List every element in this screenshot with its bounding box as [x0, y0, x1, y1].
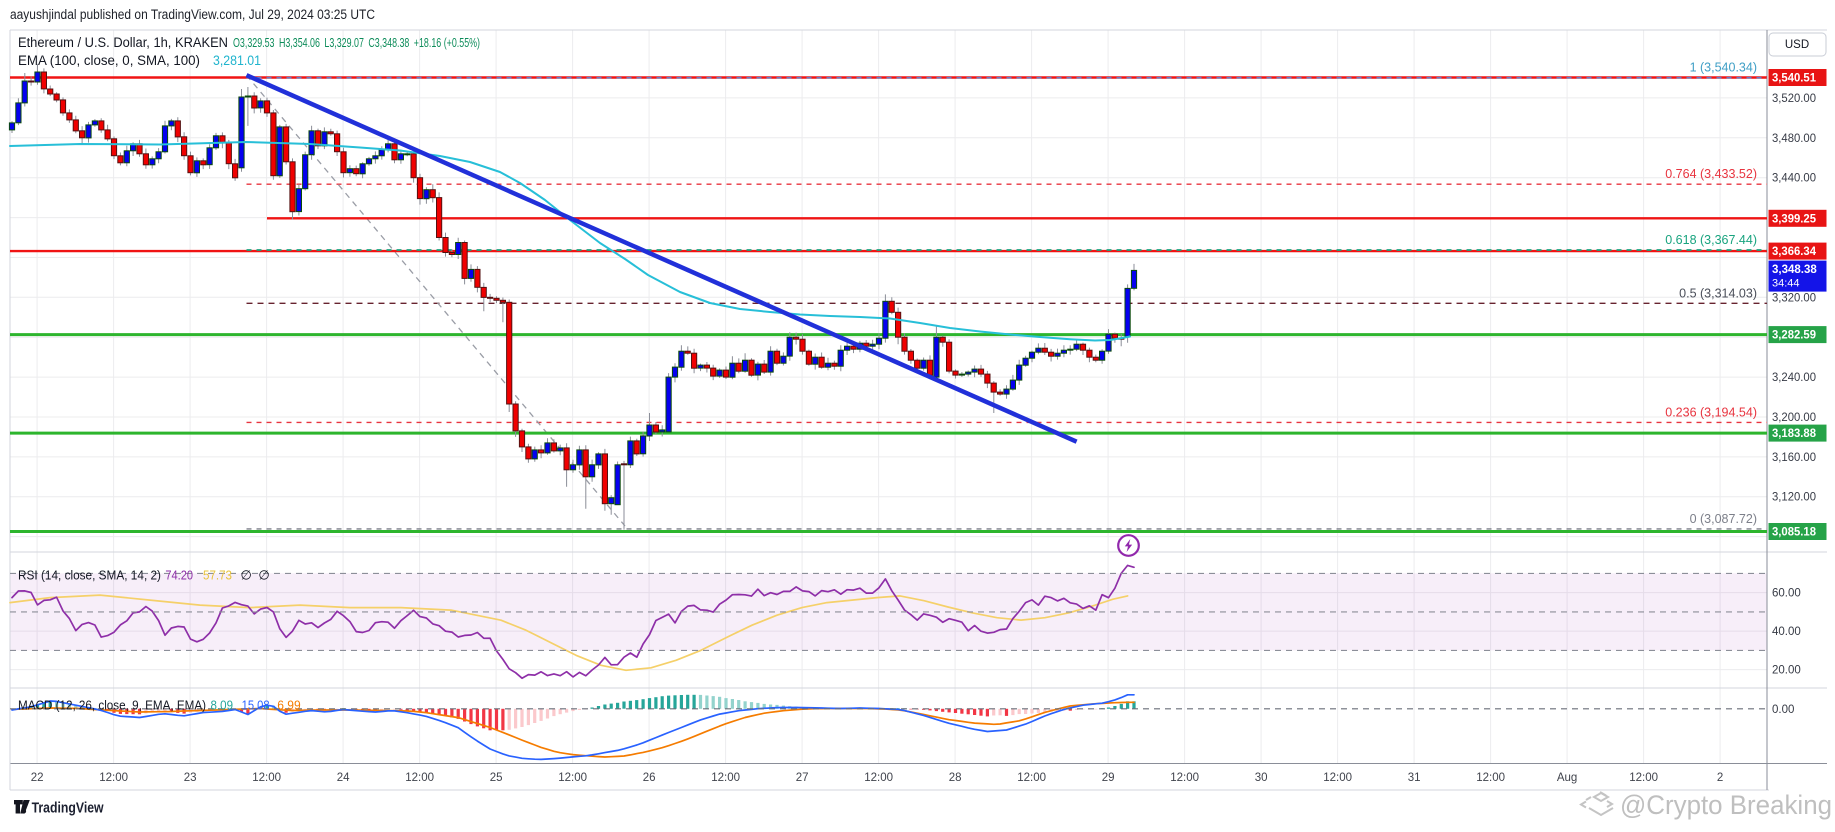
svg-text:6.99: 6.99: [277, 698, 301, 713]
svg-text:TradingView: TradingView: [32, 800, 104, 817]
svg-text:3,440.00: 3,440.00: [1772, 173, 1816, 185]
svg-text:12:00: 12:00: [1629, 772, 1658, 784]
svg-text:30: 30: [1255, 772, 1268, 784]
svg-text:23: 23: [184, 772, 197, 784]
svg-text:RSI (14, close, SMA, 14, 2): RSI (14, close, SMA, 14, 2): [18, 568, 161, 583]
svg-text:12:00: 12:00: [252, 772, 281, 784]
svg-text:0.5 (3,314.03): 0.5 (3,314.03): [1679, 286, 1757, 300]
svg-text:3,160.00: 3,160.00: [1772, 452, 1816, 464]
svg-text:12:00: 12:00: [99, 772, 128, 784]
svg-text:74.20: 74.20: [165, 568, 193, 583]
svg-text:3,281.01: 3,281.01: [213, 53, 261, 68]
svg-text:0.764 (3,433.52): 0.764 (3,433.52): [1665, 167, 1757, 181]
svg-text:3,366.34: 3,366.34: [1772, 246, 1817, 258]
svg-text:O3,329.53 H3,354.06 L3,329.07: O3,329.53 H3,354.06 L3,329.07 C3,348.38 …: [233, 36, 480, 50]
svg-text:MACD (12, 26, close, 9, EMA, E: MACD (12, 26, close, 9, EMA, EMA): [18, 698, 206, 713]
svg-text:60.00: 60.00: [1772, 588, 1801, 600]
svg-text:57.73: 57.73: [203, 568, 232, 583]
svg-text:31: 31: [1408, 772, 1421, 784]
svg-text:1 (3,540.34): 1 (3,540.34): [1690, 61, 1757, 75]
svg-text:3,399.25: 3,399.25: [1772, 213, 1817, 225]
svg-text:27: 27: [796, 772, 809, 784]
svg-text:2: 2: [1717, 772, 1723, 784]
svg-text:3,120.00: 3,120.00: [1772, 492, 1816, 504]
svg-text:0 (3,087.72): 0 (3,087.72): [1690, 512, 1757, 526]
svg-text:24: 24: [337, 772, 350, 784]
svg-text:3,320.00: 3,320.00: [1772, 292, 1816, 304]
svg-text:3,240.00: 3,240.00: [1772, 372, 1816, 384]
svg-text:3,348.38: 3,348.38: [1772, 264, 1817, 276]
svg-text:40.00: 40.00: [1772, 626, 1801, 638]
svg-text:3,282.59: 3,282.59: [1772, 330, 1816, 342]
svg-text:12:00: 12:00: [1476, 772, 1505, 784]
svg-text:34:44: 34:44: [1772, 278, 1800, 290]
svg-text:3,520.00: 3,520.00: [1772, 93, 1816, 105]
svg-text:12:00: 12:00: [1170, 772, 1199, 784]
svg-text:22: 22: [31, 772, 44, 784]
svg-text:@Crypto Breaking: @Crypto Breaking: [1620, 790, 1832, 820]
svg-text:USD: USD: [1785, 39, 1809, 51]
svg-text:3,200.00: 3,200.00: [1772, 412, 1816, 424]
svg-text:25: 25: [490, 772, 503, 784]
svg-text:8.09: 8.09: [211, 698, 234, 713]
svg-text:0.236 (3,194.54): 0.236 (3,194.54): [1665, 405, 1757, 419]
svg-text:3,085.18: 3,085.18: [1772, 527, 1817, 539]
svg-text:15.08: 15.08: [242, 698, 270, 713]
svg-text:12:00: 12:00: [558, 772, 587, 784]
svg-text:12:00: 12:00: [405, 772, 434, 784]
svg-text:3,480.00: 3,480.00: [1772, 133, 1816, 145]
svg-text:3,540.51: 3,540.51: [1772, 73, 1817, 85]
svg-text:28: 28: [949, 772, 962, 784]
svg-text:26: 26: [643, 772, 656, 784]
svg-text:20.00: 20.00: [1772, 665, 1801, 677]
svg-text:12:00: 12:00: [1323, 772, 1352, 784]
svg-text:12:00: 12:00: [864, 772, 893, 784]
svg-text:Ethereum / U.S. Dollar, 1h, KR: Ethereum / U.S. Dollar, 1h, KRAKEN: [18, 35, 228, 50]
svg-text:0.618 (3,367.44): 0.618 (3,367.44): [1665, 233, 1757, 247]
svg-text:∅ ∅: ∅ ∅: [241, 568, 270, 583]
svg-text:3,183.88: 3,183.88: [1772, 428, 1817, 440]
svg-text:12:00: 12:00: [1017, 772, 1046, 784]
svg-text:12:00: 12:00: [711, 772, 740, 784]
svg-text:29: 29: [1102, 772, 1115, 784]
svg-text:EMA (100, close, 0, SMA, 100): EMA (100, close, 0, SMA, 100): [18, 53, 200, 68]
svg-text:0.00: 0.00: [1772, 704, 1794, 716]
svg-text:Aug: Aug: [1557, 772, 1577, 784]
svg-text:aayushjindal published on Trad: aayushjindal published on TradingView.co…: [10, 7, 375, 22]
